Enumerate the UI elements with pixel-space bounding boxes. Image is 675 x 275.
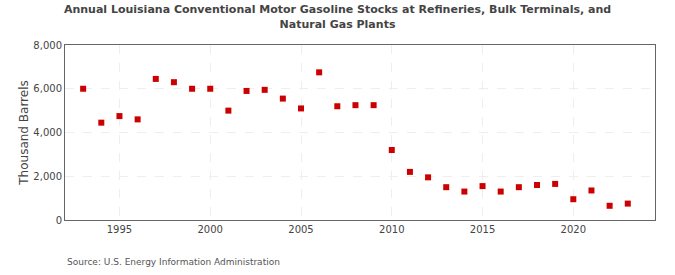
svg-text:8,000: 8,000 [33,40,62,51]
svg-text:2,000: 2,000 [33,171,62,182]
svg-text:2005: 2005 [288,224,313,235]
svg-text:2020: 2020 [561,224,586,235]
svg-text:0: 0 [56,215,62,226]
svg-text:Source: U.S. Energy Informatio: Source: U.S. Energy Information Administ… [67,257,280,267]
svg-text:1995: 1995 [107,224,132,235]
svg-text:2010: 2010 [379,224,404,235]
svg-text:4,000: 4,000 [33,127,62,138]
svg-text:6,000: 6,000 [33,83,62,94]
svg-text:Annual Louisiana Conventional: Annual Louisiana Conventional Motor Gaso… [64,3,611,30]
svg-text:Thousand Barrels: Thousand Barrels [17,80,31,185]
svg-text:2000: 2000 [198,224,223,235]
svg-text:2015: 2015 [470,224,495,235]
